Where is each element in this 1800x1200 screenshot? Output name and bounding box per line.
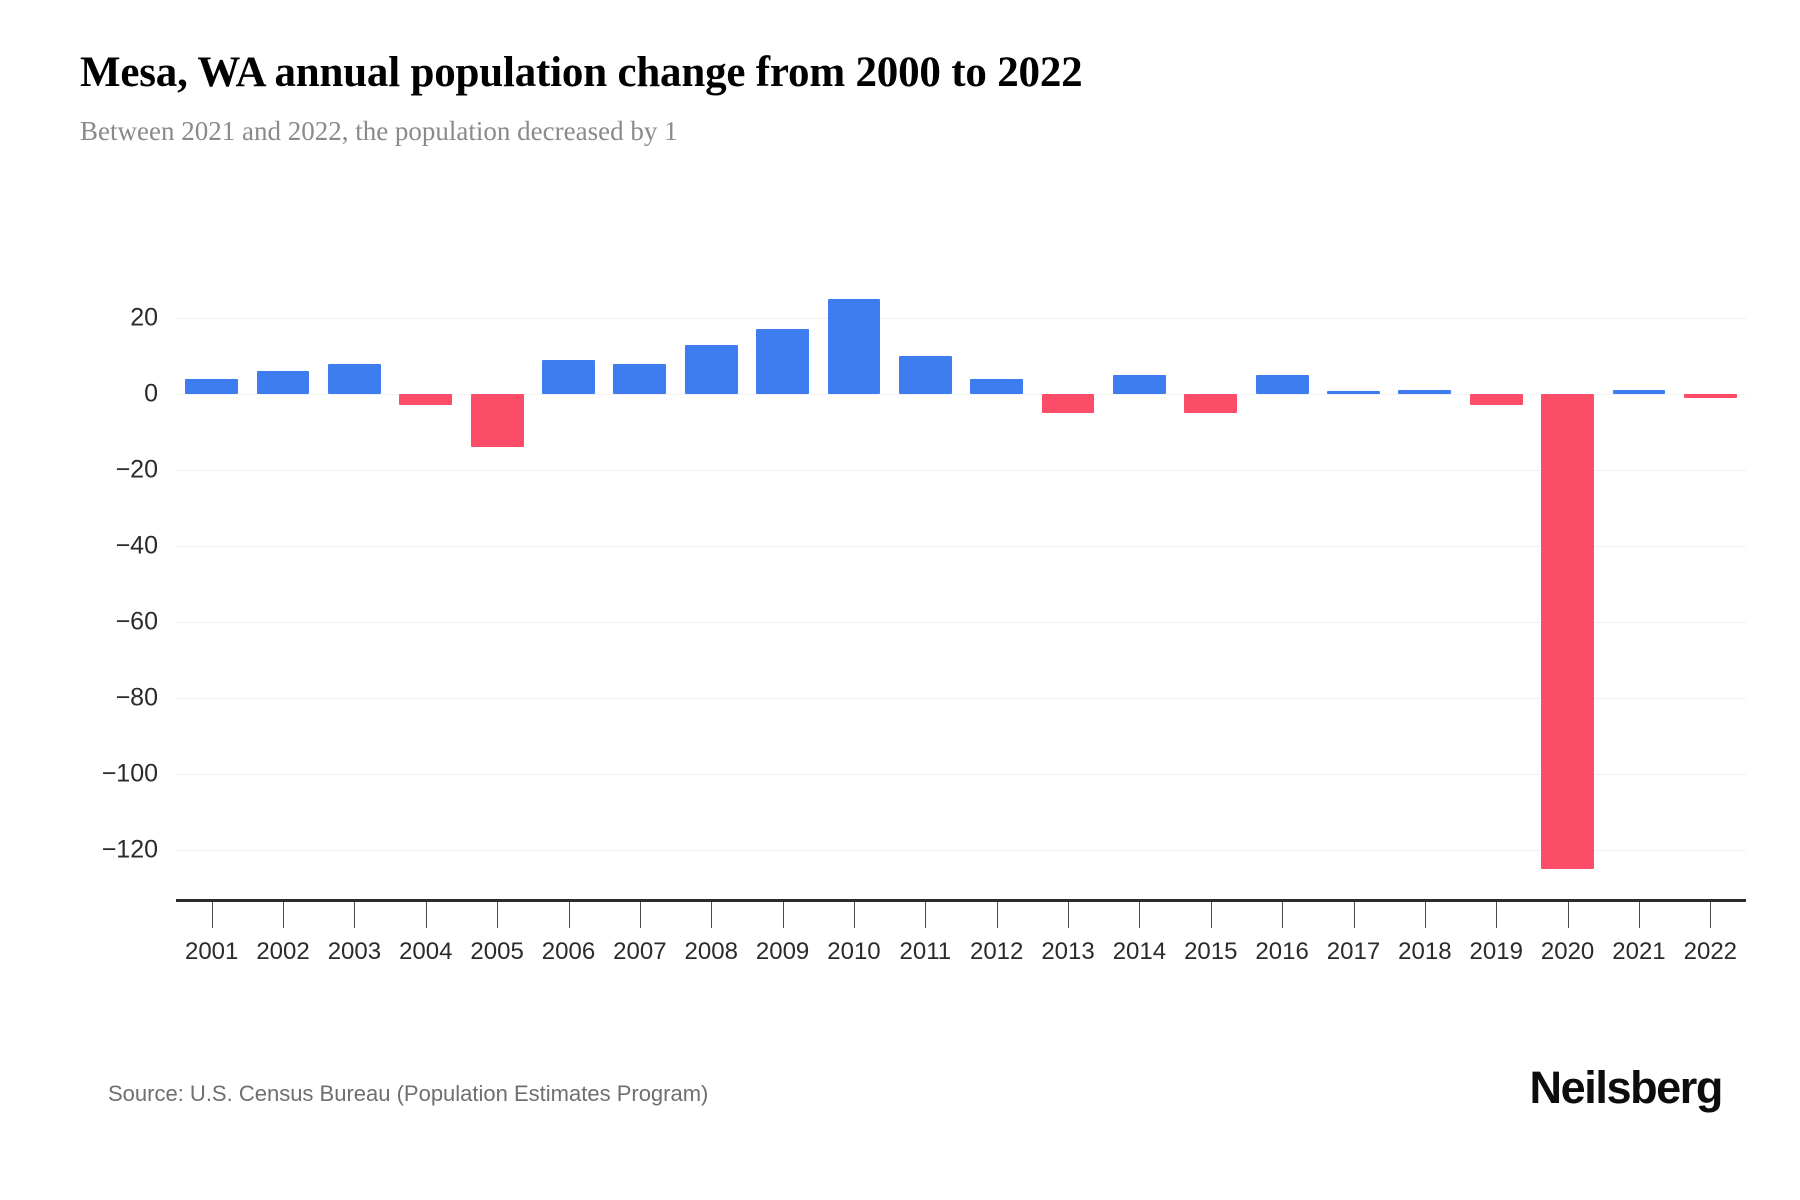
x-axis-tick: [1638, 902, 1640, 928]
bar[interactable]: [827, 299, 881, 394]
gridline: [176, 850, 1746, 851]
bar[interactable]: [1469, 394, 1523, 406]
gridline: [176, 318, 1746, 319]
bar[interactable]: [898, 356, 952, 394]
gridline: [176, 698, 1746, 699]
x-axis-label: 2020: [1540, 938, 1595, 965]
x-axis-label: 2010: [827, 938, 881, 965]
bar[interactable]: [684, 344, 738, 394]
x-axis-tick: [1210, 902, 1212, 928]
x-axis-label: 2018: [1398, 938, 1452, 965]
bar[interactable]: [1041, 394, 1095, 413]
x-axis-tick: [1282, 902, 1284, 928]
x-axis-tick: [1139, 902, 1141, 928]
x-axis-label: 2007: [613, 938, 667, 965]
x-axis-tick: [853, 902, 855, 928]
x-axis-label: 2008: [684, 938, 738, 965]
x-axis-label: 2001: [184, 938, 239, 965]
x-axis-tick: [1424, 902, 1426, 928]
x-axis-tick: [211, 902, 213, 928]
x-axis-label: 2017: [1326, 938, 1381, 965]
gridlines-layer: [176, 300, 1746, 900]
x-axis-tick: [497, 902, 499, 928]
x-axis-tick: [711, 902, 713, 928]
page-title: Mesa, WA annual population change from 2…: [80, 49, 1083, 96]
y-axis-label: −120: [101, 835, 158, 864]
x-axis-tick: [568, 902, 570, 928]
gridline: [176, 622, 1746, 623]
y-axis-label: −80: [115, 683, 158, 712]
y-axis-label: −100: [101, 759, 158, 788]
x-axis-label: 2012: [969, 938, 1024, 965]
x-axis-label: 2002: [256, 938, 310, 965]
chart-subtitle: Between 2021 and 2022, the population de…: [80, 115, 678, 146]
bar[interactable]: [328, 363, 381, 394]
y-axis-label: −60: [115, 607, 158, 636]
x-axis-label: 2021: [1612, 938, 1666, 965]
x-axis-tick: [1567, 902, 1569, 928]
gridline: [176, 470, 1746, 471]
x-axis-tick: [1353, 902, 1355, 928]
gridline: [176, 546, 1746, 547]
x-axis-tick: [925, 902, 927, 928]
gridline: [176, 774, 1746, 775]
x-axis-label: 2013: [1041, 938, 1095, 965]
x-axis-label: 2004: [399, 938, 453, 965]
bar[interactable]: [1541, 394, 1594, 869]
bar[interactable]: [1184, 394, 1238, 413]
x-axis-label: 2019: [1469, 938, 1523, 965]
bar[interactable]: [542, 359, 595, 394]
bar[interactable]: [1113, 375, 1166, 394]
bar[interactable]: [1683, 394, 1737, 398]
bar[interactable]: [185, 378, 239, 394]
y-axis-label: 0: [144, 379, 158, 408]
y-axis-label: −40: [115, 531, 158, 560]
bar[interactable]: [399, 394, 453, 406]
bar[interactable]: [1398, 390, 1452, 394]
bar[interactable]: [1255, 375, 1309, 394]
y-axis-tick-labels: 20 0 −20 −40 −60 −80 −100 −120: [96, 300, 158, 900]
zero-baseline: [176, 394, 1746, 395]
bar[interactable]: [1327, 391, 1380, 394]
x-axis-tick: [354, 902, 356, 928]
source-note: Source: U.S. Census Bureau (Population E…: [108, 1081, 709, 1106]
x-axis-tick: [996, 902, 998, 928]
x-axis-label: 2005: [470, 938, 524, 965]
y-axis-label: 20: [130, 303, 158, 332]
bar[interactable]: [970, 378, 1024, 394]
x-axis-tick: [425, 902, 427, 928]
chart-header: Mesa, WA annual population change from 2…: [80, 48, 1720, 148]
x-axis-label: 2009: [755, 938, 810, 965]
x-axis-label: 2011: [899, 938, 952, 965]
bar[interactable]: [470, 394, 524, 448]
x-axis-tick: [1068, 902, 1070, 928]
bar[interactable]: [1612, 390, 1666, 394]
x-axis-tick: [639, 902, 641, 928]
bar[interactable]: [256, 371, 310, 394]
bars-layer: [176, 299, 1746, 900]
x-axis-line: [176, 899, 1746, 902]
x-axis-label: 2016: [1255, 938, 1309, 965]
x-axis-label: 2022: [1683, 938, 1738, 965]
x-axis-label: 2006: [541, 938, 596, 965]
bar[interactable]: [613, 363, 667, 394]
x-axis-tick: [1496, 902, 1498, 928]
x-axis-label: 2003: [327, 938, 382, 965]
x-axis-tick: [1710, 902, 1712, 928]
x-axis-label: 2014: [1112, 938, 1167, 965]
bar[interactable]: [756, 329, 809, 394]
brand-logo: Neilsberg: [1529, 1062, 1724, 1113]
x-axis-tick: [283, 902, 285, 928]
y-axis-label: −20: [115, 455, 158, 484]
x-axis-label: 2015: [1184, 938, 1238, 965]
x-axis-tick: [782, 902, 784, 928]
